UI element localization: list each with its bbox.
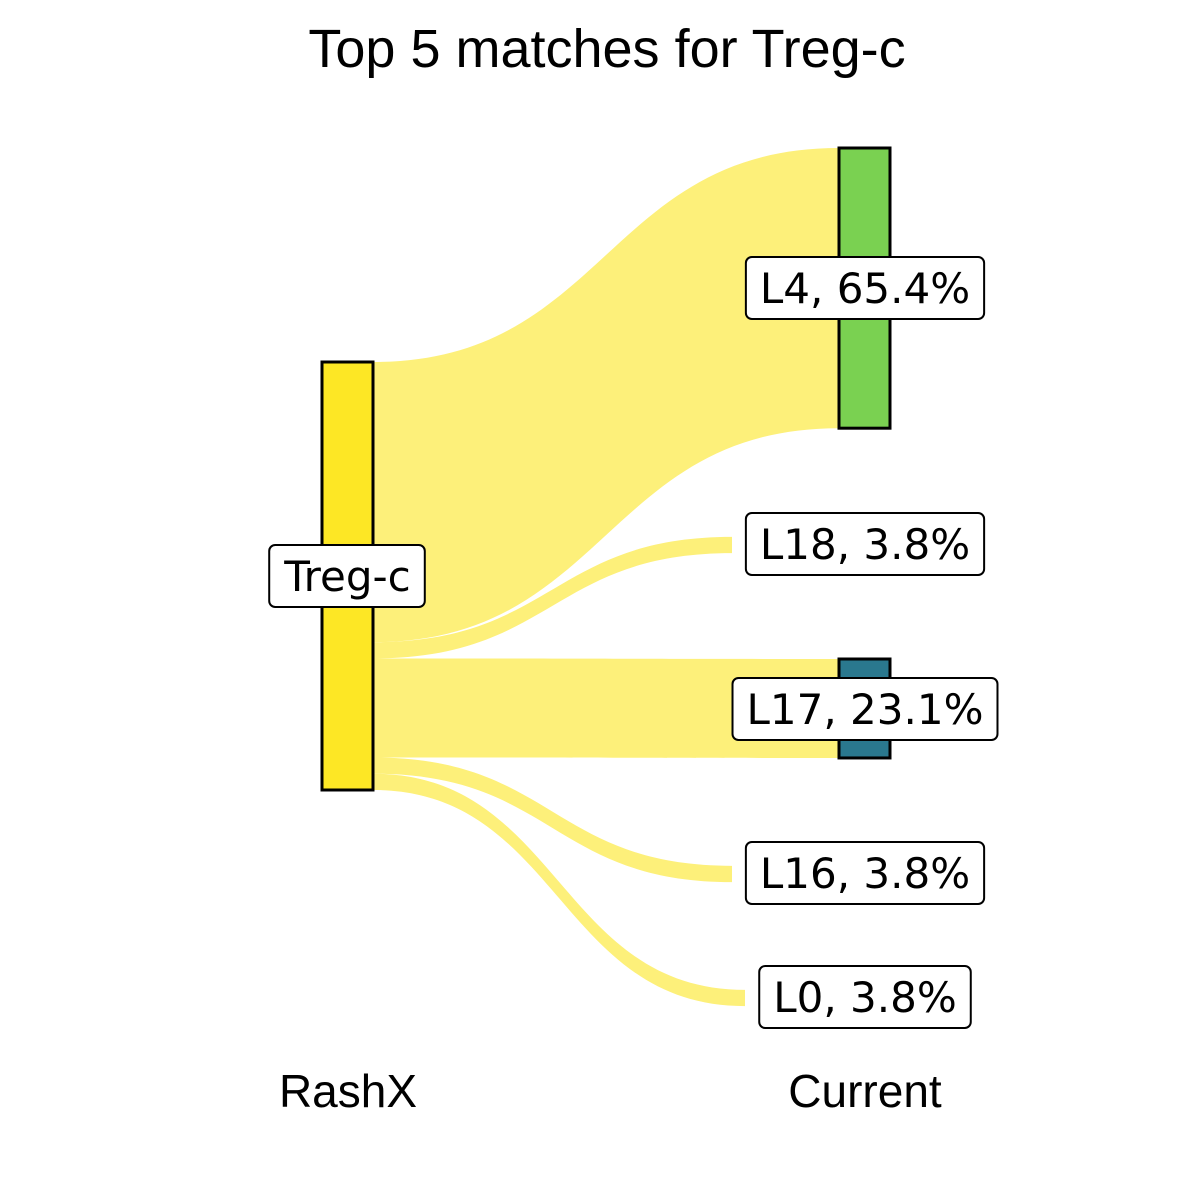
node-l18-label-box	[744, 512, 986, 576]
chart-title: Top 5 matches for Treg-c	[308, 19, 905, 79]
labels-layer: Treg-c L4, 65.4% L18, 3.8% L17, 23.1% L16, 3…	[268, 256, 999, 1029]
node-l16-label: L16, 3.8%	[744, 841, 986, 905]
node-treg-c-label-text: Treg-c	[283, 552, 411, 601]
flows-layer	[373, 148, 839, 1007]
node-l18-label-text: L18, 3.8%	[760, 520, 970, 569]
node-l0-label: L0, 3.8%	[758, 965, 972, 1029]
node-l0-label-box	[758, 965, 972, 1029]
node-l17-label-text: L17, 23.1%	[747, 685, 984, 734]
node-l16-label-box	[744, 841, 986, 905]
axis-label-right: Current	[788, 1065, 942, 1117]
flow-l16	[373, 757, 732, 883]
node-l17-label: L17, 23.1%	[731, 677, 999, 741]
node-l0-label-text: L0, 3.8%	[773, 973, 957, 1022]
node-l4-label-box	[744, 256, 986, 320]
node-treg-c-label-box	[268, 544, 426, 608]
axis-label-left: RashX	[279, 1065, 417, 1117]
node-l16-label-text: L16, 3.8%	[760, 849, 970, 898]
node-l4-label: L4, 65.4%	[744, 256, 986, 320]
flow-l4	[373, 148, 839, 643]
node-treg-c-label: Treg-c	[268, 544, 426, 608]
flow-l17	[373, 658, 839, 758]
flow-l18	[373, 536, 732, 659]
flow-l0	[373, 773, 745, 1007]
node-l17-label-box	[731, 677, 999, 741]
node-l4-label-text: L4, 65.4%	[760, 264, 970, 313]
node-l18-label: L18, 3.8%	[744, 512, 986, 576]
